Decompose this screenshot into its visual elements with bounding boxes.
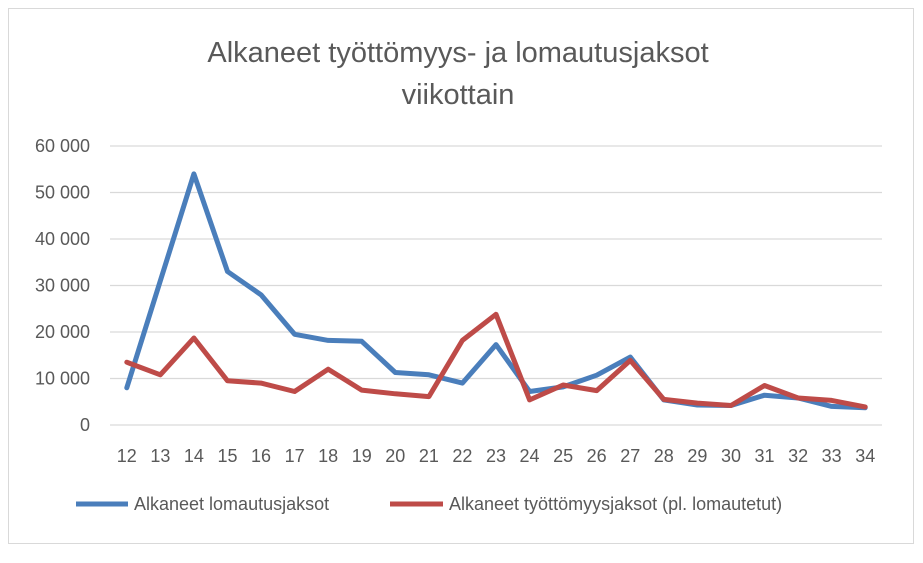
legend: Alkaneet lomautusjaksot Alkaneet työttömy…	[76, 494, 782, 514]
chart-title-line2: viikottain	[402, 79, 515, 111]
series-line-2	[124, 311, 868, 410]
x-tick-label: 20	[385, 446, 405, 466]
x-tick-label: 33	[822, 446, 842, 466]
x-axis-ticks: 12 13 14 15 16 17 18 19 20 21 22 23 24 25 26 27 28 29 30 31…	[117, 446, 875, 466]
x-tick-label: 17	[285, 446, 305, 466]
y-tick-label: 50 000	[35, 183, 90, 203]
y-tick-label: 40 000	[35, 229, 90, 249]
x-tick-label: 27	[620, 446, 640, 466]
x-tick-label: 31	[755, 446, 775, 466]
y-tick-label: 20 000	[35, 322, 90, 342]
x-tick-label: 28	[654, 446, 674, 466]
x-tick-label: 21	[419, 446, 439, 466]
y-tick-label: 0	[80, 415, 90, 435]
series-lines	[124, 171, 868, 411]
gridlines	[110, 145, 882, 426]
x-tick-label: 29	[687, 446, 707, 466]
y-tick-label: 60 000	[35, 136, 90, 156]
y-tick-label: 10 000	[35, 369, 90, 389]
x-tick-label: 30	[721, 446, 741, 466]
y-axis-ticks: 0 10 000 20 000 30 000 40 000 50 000 60 000	[35, 136, 90, 435]
x-tick-label: 34	[855, 446, 875, 466]
x-tick-label: 26	[587, 446, 607, 466]
series-line-1	[124, 171, 868, 411]
x-tick-label: 23	[486, 446, 506, 466]
chart-frame	[8, 8, 914, 544]
legend-label: Alkaneet työttömyysjaksot (pl. lomautetu…	[449, 494, 782, 514]
x-tick-label: 14	[184, 446, 204, 466]
x-tick-label: 13	[150, 446, 170, 466]
legend-label: Alkaneet lomautusjaksot	[134, 494, 329, 514]
x-tick-label: 22	[452, 446, 472, 466]
x-tick-label: 19	[352, 446, 372, 466]
x-tick-label: 24	[520, 446, 540, 466]
chart-title-line1: Alkaneet työttömyys- ja lomautusjaksot	[207, 37, 708, 69]
x-tick-label: 25	[553, 446, 573, 466]
x-tick-label: 16	[251, 446, 271, 466]
x-tick-label: 32	[788, 446, 808, 466]
x-tick-label: 15	[217, 446, 237, 466]
x-tick-label: 18	[318, 446, 338, 466]
y-tick-label: 30 000	[35, 276, 90, 296]
x-tick-label: 12	[117, 446, 137, 466]
